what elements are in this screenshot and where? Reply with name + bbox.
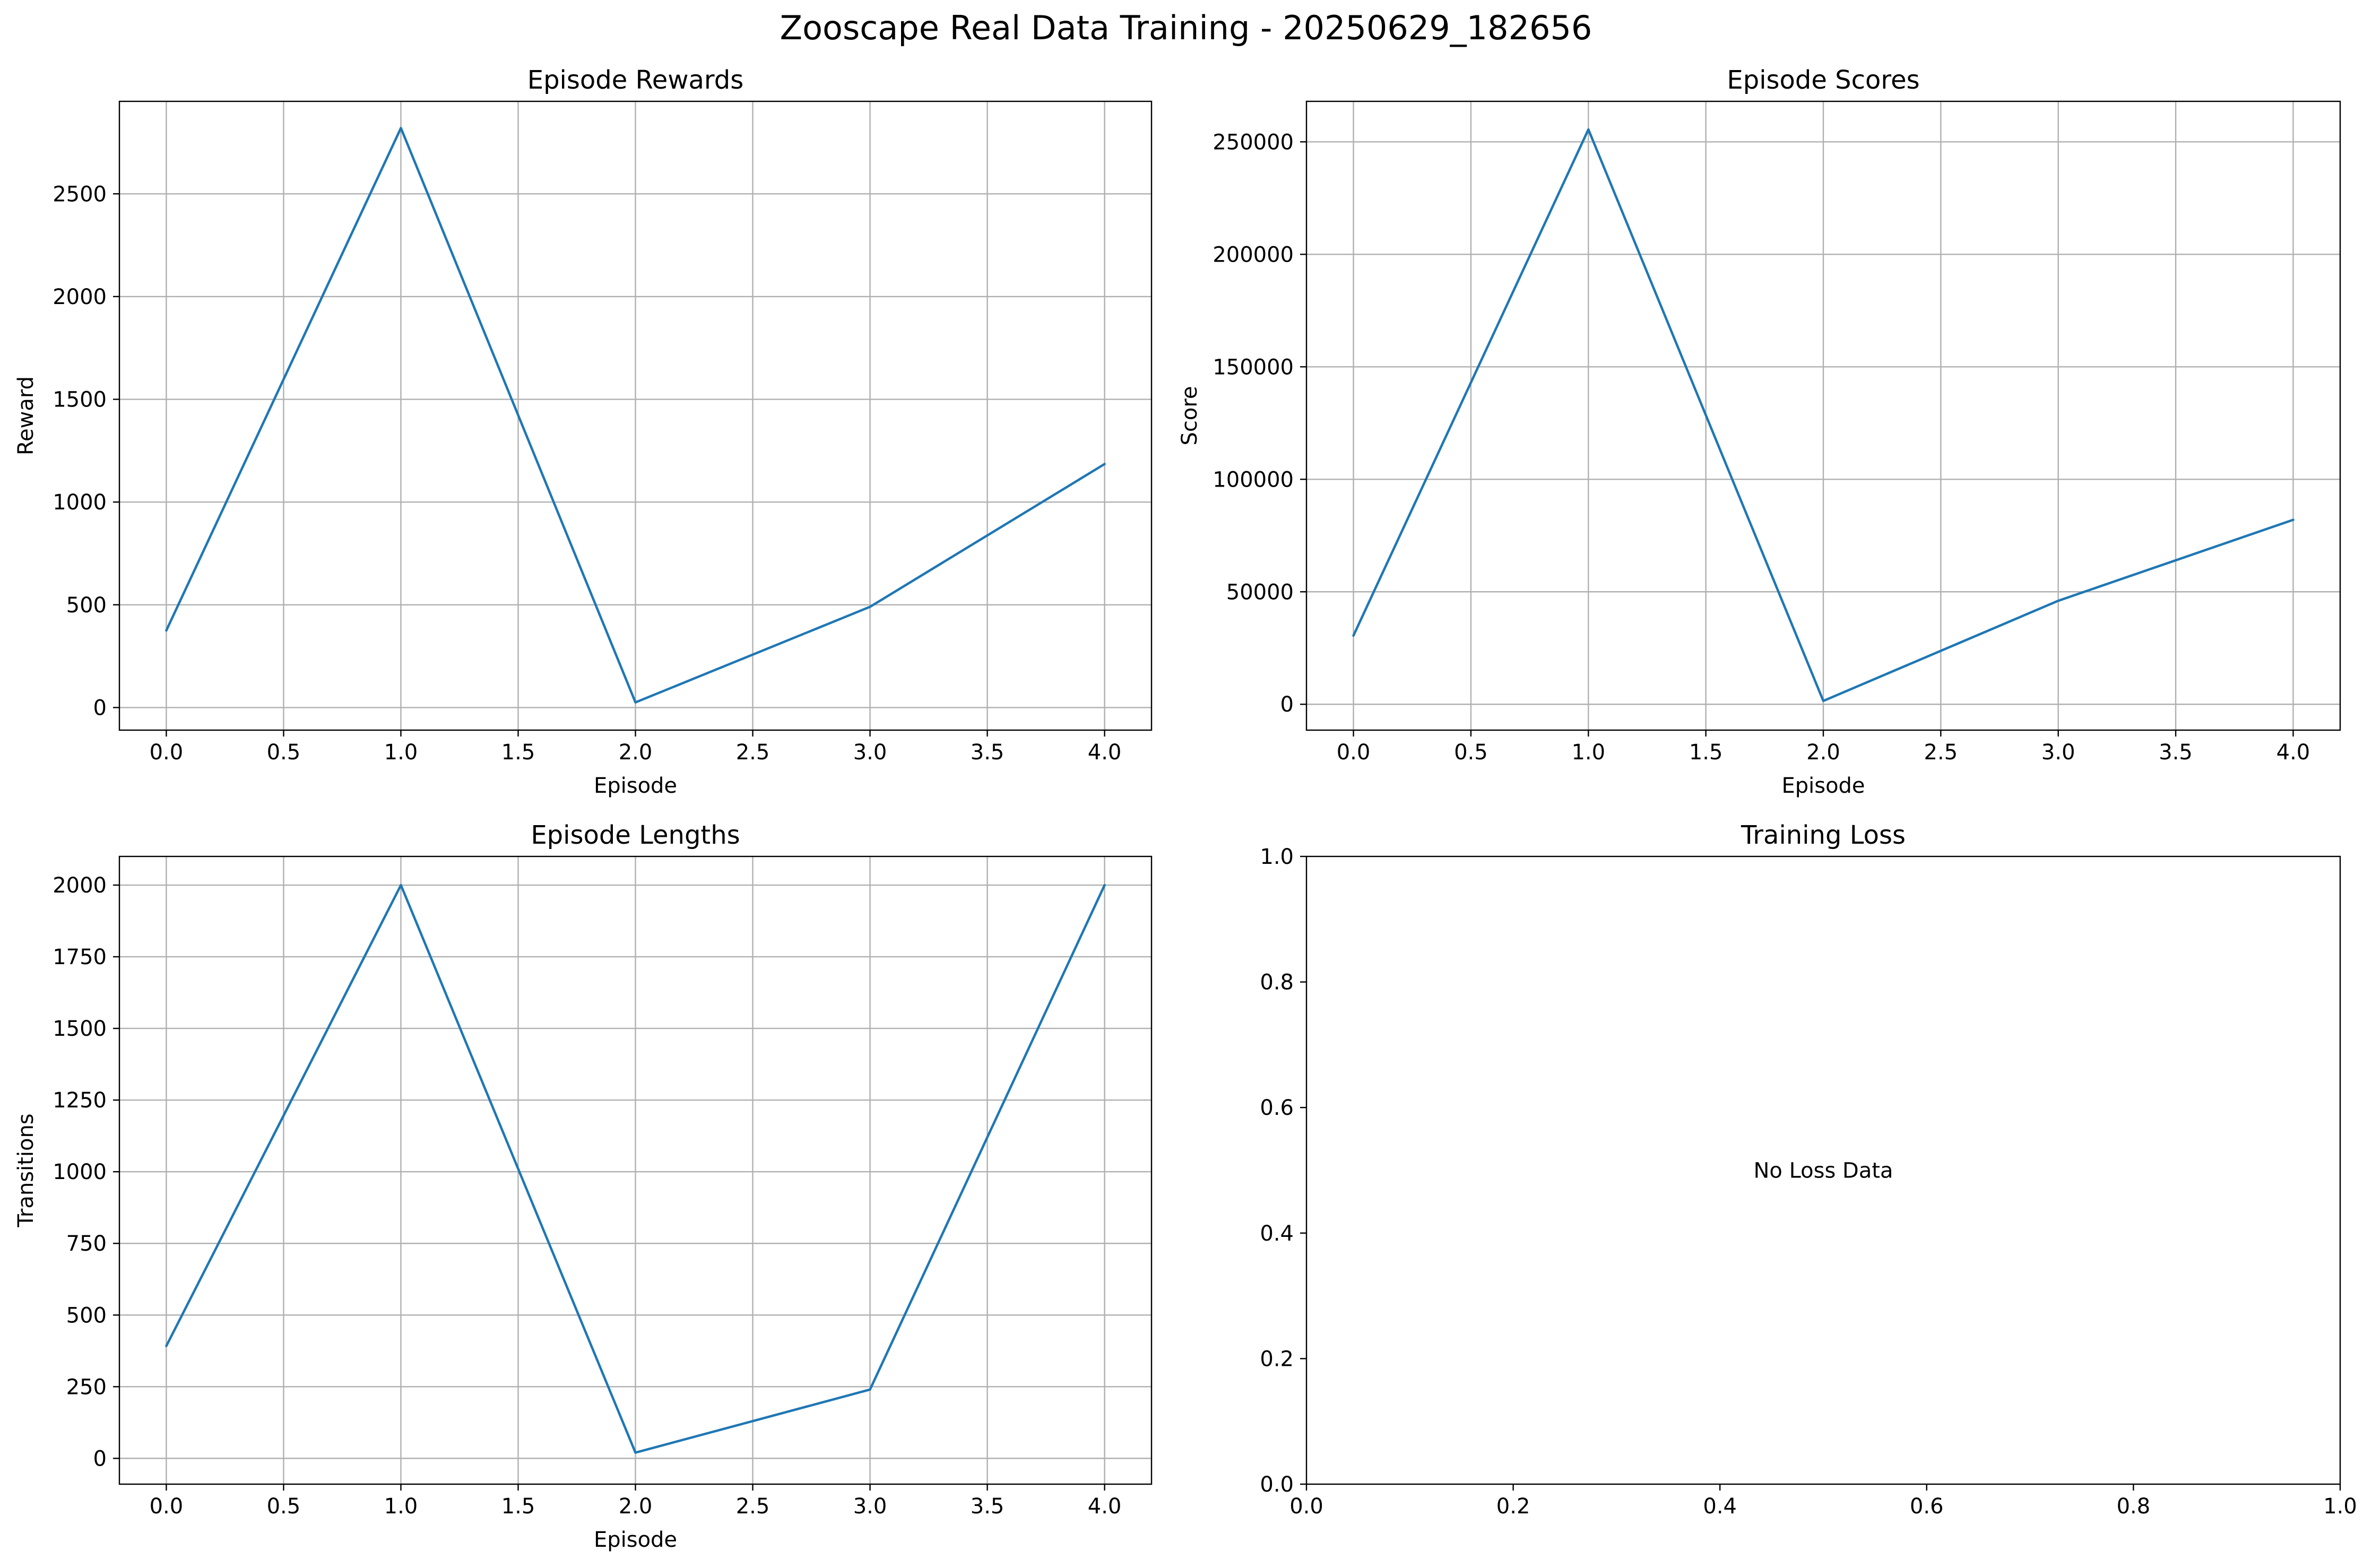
subplot-scores: 0.0 0.5 1.0 1.5 2.0 2.5 3.0 3.5 4.0 0 50000 100000 1… xyxy=(1178,65,2341,798)
y-tick-label: 0.4 xyxy=(1260,1222,1294,1246)
x-tick-label: 2.5 xyxy=(736,740,770,765)
x-tick-label: 1.0 xyxy=(1571,740,1605,765)
axes-frame xyxy=(1305,855,2341,1485)
y-tick-label: 200000 xyxy=(1213,242,1294,267)
y-tick-label: 1000 xyxy=(53,1160,107,1184)
subplot-title: Episode Scores xyxy=(1727,65,1919,95)
x-tick-label: 0.5 xyxy=(1454,740,1488,765)
y-tick-label: 250000 xyxy=(1213,130,1294,154)
y-axis-label: Transitions xyxy=(14,1113,38,1227)
y-tick-label: 1250 xyxy=(53,1088,107,1113)
x-tick-label: 3.0 xyxy=(2041,740,2075,765)
series-line-rewards xyxy=(165,127,1106,704)
no-data-annotation: No Loss Data xyxy=(1753,1159,1893,1183)
x-tick-label: 3.0 xyxy=(853,1494,887,1519)
subplot-title: Episode Lengths xyxy=(531,820,740,850)
x-tick-label: 4.0 xyxy=(2276,740,2310,765)
x-tick-label: 1.0 xyxy=(2323,1494,2357,1519)
y-tick-label: 1000 xyxy=(53,490,107,515)
subplot-rewards: 0.0 0.5 1.0 1.5 2.0 2.5 3.0 3.5 4.0 0 500 1000 1500 2… xyxy=(14,65,1153,798)
y-tick-label: 150000 xyxy=(1213,355,1294,379)
y-tick-label: 0.6 xyxy=(1260,1096,1294,1120)
x-axis-label: Episode xyxy=(594,774,677,798)
x-axis-label: Episode xyxy=(1781,774,1865,798)
y-tick-label: 0.8 xyxy=(1260,971,1294,995)
y-tick-label: 1500 xyxy=(53,388,107,412)
y-tick-label: 0.2 xyxy=(1260,1347,1294,1371)
y-axis-label: Reward xyxy=(14,376,38,455)
x-tick-label: 2.0 xyxy=(619,740,653,765)
x-tick-label: 0.0 xyxy=(150,740,184,765)
y-tick-label: 2500 xyxy=(53,182,107,206)
y-tick-label: 50000 xyxy=(1226,580,1294,604)
x-tick-label: 1.5 xyxy=(501,740,535,765)
x-tick-label: 2.5 xyxy=(1924,740,1958,765)
y-tick-label: 250 xyxy=(66,1375,107,1399)
subplot-title: Episode Rewards xyxy=(527,65,744,95)
y-tick-label: 1500 xyxy=(53,1017,107,1041)
y-tick-label: 2000 xyxy=(53,285,107,309)
subplot-lengths: 0.0 0.5 1.0 1.5 2.0 2.5 3.0 3.5 4.0 0 250 500 750 100… xyxy=(14,820,1153,1552)
y-tick-label: 1750 xyxy=(53,945,107,969)
subplot-title: Training Loss xyxy=(1741,820,1906,850)
x-tick-label: 1.5 xyxy=(501,1494,535,1519)
x-tick-label: 0.5 xyxy=(267,740,301,765)
x-tick-label: 4.0 xyxy=(1088,1494,1122,1519)
y-tick-label: 750 xyxy=(66,1232,107,1256)
x-tick-label: 3.5 xyxy=(971,1494,1005,1519)
x-tick-label: 1.5 xyxy=(1689,740,1723,765)
y-tick-label: 500 xyxy=(66,593,107,618)
subplot-loss: 0.0 0.2 0.4 0.6 0.8 1.0 0.0 0.2 0.4 0.6 0.8 1.0 Trai… xyxy=(1260,820,2357,1519)
x-tick-label: 0.0 xyxy=(150,1494,184,1519)
x-tick-label: 0.4 xyxy=(1703,1494,1737,1519)
x-tick-label: 3.5 xyxy=(2159,740,2193,765)
series-line-lengths xyxy=(165,883,1106,1454)
x-tick-label: 1.0 xyxy=(384,1494,418,1519)
x-tick-label: 0.0 xyxy=(1289,1494,1323,1519)
x-tick-label: 2.0 xyxy=(619,1494,653,1519)
x-tick-label: 0.0 xyxy=(1337,740,1371,765)
x-tick-label: 2.5 xyxy=(736,1494,770,1519)
y-tick-label: 0 xyxy=(93,696,107,720)
figure-title: Zooscape Real Data Training - 20250629_1… xyxy=(780,8,1592,47)
x-tick-label: 3.0 xyxy=(853,740,887,765)
y-tick-label: 2000 xyxy=(53,873,107,898)
x-tick-label: 0.5 xyxy=(267,1494,301,1519)
x-tick-label: 2.0 xyxy=(1806,740,1840,765)
y-tick-label: 500 xyxy=(66,1303,107,1328)
y-tick-label: 1.0 xyxy=(1260,845,1294,869)
y-tick-label: 0.0 xyxy=(1260,1472,1294,1497)
x-tick-label: 0.8 xyxy=(2117,1494,2151,1519)
y-tick-label: 100000 xyxy=(1213,467,1294,492)
x-tick-label: 0.2 xyxy=(1496,1494,1530,1519)
y-tick-label: 0 xyxy=(93,1446,107,1471)
x-tick-label: 3.5 xyxy=(971,740,1005,765)
x-tick-label: 1.0 xyxy=(384,740,418,765)
y-axis-label: Score xyxy=(1178,386,1202,445)
x-tick-label: 0.6 xyxy=(1910,1494,1944,1519)
y-tick-label: 0 xyxy=(1280,692,1294,717)
series-line-scores xyxy=(1352,128,2295,703)
x-axis-label: Episode xyxy=(594,1528,677,1552)
x-tick-label: 4.0 xyxy=(1088,740,1122,765)
